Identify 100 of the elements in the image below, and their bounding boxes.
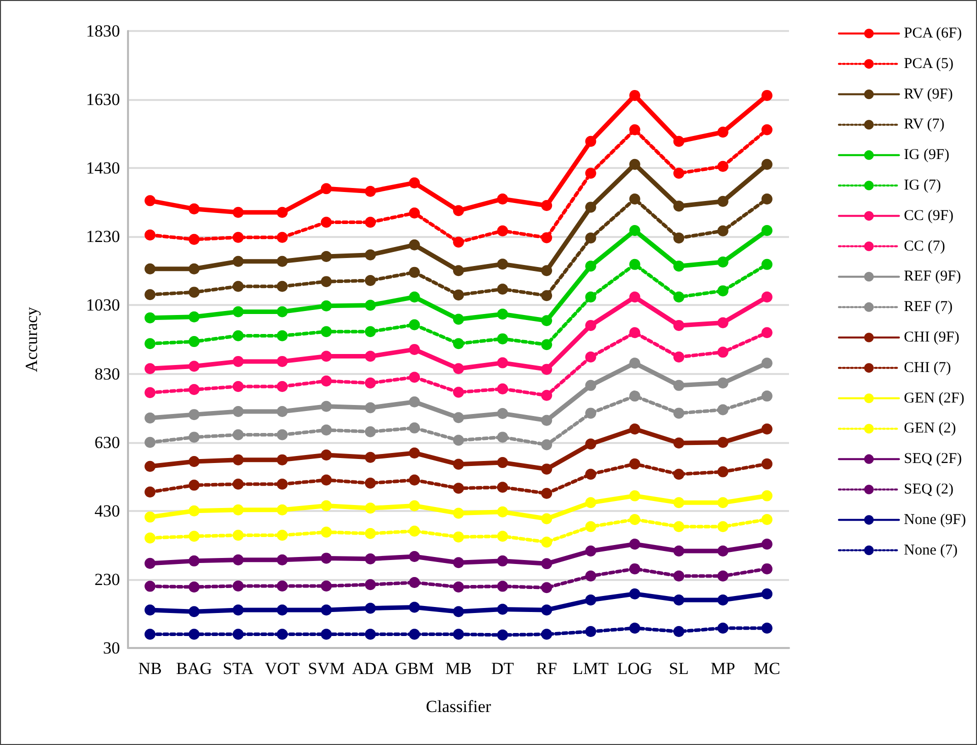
point (497, 604, 508, 615)
point (673, 380, 684, 391)
point (232, 454, 244, 466)
point (144, 263, 156, 274)
point (497, 333, 508, 344)
point (144, 604, 156, 616)
point (188, 234, 200, 245)
point (717, 570, 728, 582)
point (497, 530, 508, 542)
point (673, 232, 684, 244)
point (320, 400, 332, 412)
legend-label: None (7) (904, 542, 958, 558)
x-tick-label: GBM (395, 659, 434, 678)
point (144, 512, 156, 523)
point (276, 454, 288, 466)
point (408, 319, 420, 330)
point (629, 622, 640, 634)
legend-label: IG (9F) (904, 147, 950, 164)
point (717, 196, 728, 207)
point (364, 275, 376, 286)
point (320, 300, 332, 312)
legend-label: PCA (5) (904, 56, 954, 72)
point (761, 193, 772, 204)
point (408, 344, 420, 355)
point (585, 202, 596, 213)
legend-label: GEN (2) (904, 420, 956, 437)
point (364, 216, 376, 228)
point (541, 628, 552, 640)
legend-label: REF (7) (904, 299, 953, 316)
point (717, 497, 728, 508)
point (629, 90, 640, 101)
point (232, 206, 244, 218)
point (541, 536, 552, 548)
point (453, 363, 464, 374)
legend-label: IG (7) (904, 178, 942, 194)
point (585, 438, 596, 450)
point (188, 480, 200, 491)
legend-label: RV (7) (904, 116, 945, 133)
point (673, 260, 684, 272)
point (232, 429, 244, 440)
point (144, 338, 156, 350)
point (629, 258, 640, 270)
point (276, 232, 288, 243)
point (541, 339, 552, 350)
point (144, 532, 156, 544)
point (629, 124, 640, 136)
point (629, 292, 640, 302)
point (144, 412, 156, 424)
point (761, 622, 772, 634)
point (276, 330, 288, 342)
point (761, 292, 772, 302)
point (232, 604, 244, 616)
point (320, 375, 332, 386)
point (453, 314, 464, 325)
point (453, 581, 464, 592)
point (453, 265, 464, 276)
point (188, 505, 200, 516)
point (585, 351, 596, 362)
point (408, 628, 420, 640)
point (408, 239, 420, 250)
point (453, 557, 464, 568)
point (144, 363, 156, 374)
point (276, 406, 288, 417)
point (497, 457, 508, 468)
point (188, 555, 200, 566)
point (232, 628, 244, 640)
point (717, 404, 728, 416)
point (364, 249, 376, 260)
x-tick-label: BAG (176, 659, 212, 678)
point (232, 306, 244, 318)
point (717, 622, 728, 634)
point (761, 327, 772, 338)
point (144, 229, 156, 240)
point (364, 478, 376, 489)
point (541, 364, 552, 375)
point (761, 225, 772, 236)
point (673, 168, 684, 179)
point (541, 558, 552, 570)
point (276, 256, 288, 267)
point (453, 458, 464, 470)
point (408, 422, 420, 434)
point (717, 256, 728, 268)
point (408, 474, 420, 486)
point (585, 497, 596, 508)
point (232, 478, 244, 490)
x-tick-label: LOG (617, 659, 652, 678)
point (453, 289, 464, 300)
point (673, 292, 684, 302)
point (453, 386, 464, 398)
legend-label: CHI (7) (904, 360, 952, 376)
point (585, 408, 596, 419)
point (320, 552, 332, 564)
point (276, 604, 288, 616)
point (188, 456, 200, 468)
point (717, 545, 728, 556)
point (629, 588, 640, 600)
point (232, 356, 244, 367)
point (541, 390, 552, 401)
legend-label: CC (7) (904, 238, 946, 254)
point (408, 177, 420, 188)
